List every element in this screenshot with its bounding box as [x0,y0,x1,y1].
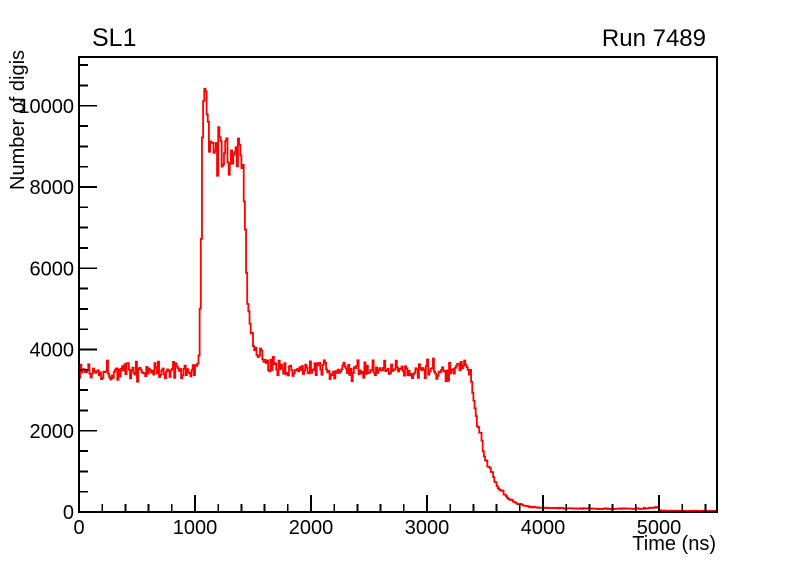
x-tick-label: 0 [73,517,84,539]
y-tick-label: 2000 [30,421,75,443]
x-axis-title: Time (ns) [632,533,716,555]
y-axis-ticks [79,64,97,513]
x-tick-label: 2000 [289,517,334,539]
plot-frame [78,56,718,513]
y-tick-label: 4000 [30,340,75,362]
tick-labels: 0 1000 2000 3000 4000 5000 0 2000 4000 6000 8000 10… [18,96,681,539]
x-tick-label: 4000 [521,517,566,539]
x-tick-label: 1000 [173,517,218,539]
histogram-line [79,87,717,512]
x-tick-label: 3000 [405,517,450,539]
run-label: Run 7489 [601,25,706,52]
y-tick-label: 10000 [18,96,74,118]
y-tick-label: 6000 [30,258,75,280]
y-tick-label: 8000 [30,177,75,199]
plot-title: SL1 [92,24,137,52]
x-axis-ticks [78,495,707,512]
x-tick-label: 5000 [637,517,682,539]
y-tick-label: 0 [63,502,74,524]
